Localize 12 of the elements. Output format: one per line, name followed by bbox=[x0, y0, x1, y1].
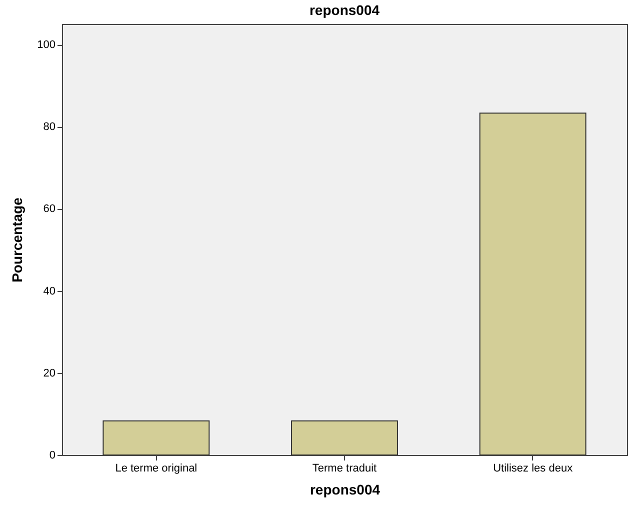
y-tick-label: 80 bbox=[43, 121, 56, 134]
y-tick-label: 100 bbox=[37, 39, 56, 52]
x-tick-label: Terme traduit bbox=[312, 462, 377, 474]
y-axis-title: Pourcentage bbox=[9, 197, 26, 282]
y-tick-label: 20 bbox=[43, 367, 56, 380]
y-tick-label: 40 bbox=[43, 285, 56, 298]
x-tick-label: Le terme original bbox=[115, 462, 198, 474]
chart-title: repons004 bbox=[309, 2, 380, 18]
x-tick-label: Utilisez les deux bbox=[493, 462, 574, 474]
x-axis-title: repons004 bbox=[310, 482, 380, 498]
y-tick-label: 0 bbox=[49, 450, 56, 462]
y-tick-label: 60 bbox=[43, 203, 56, 216]
